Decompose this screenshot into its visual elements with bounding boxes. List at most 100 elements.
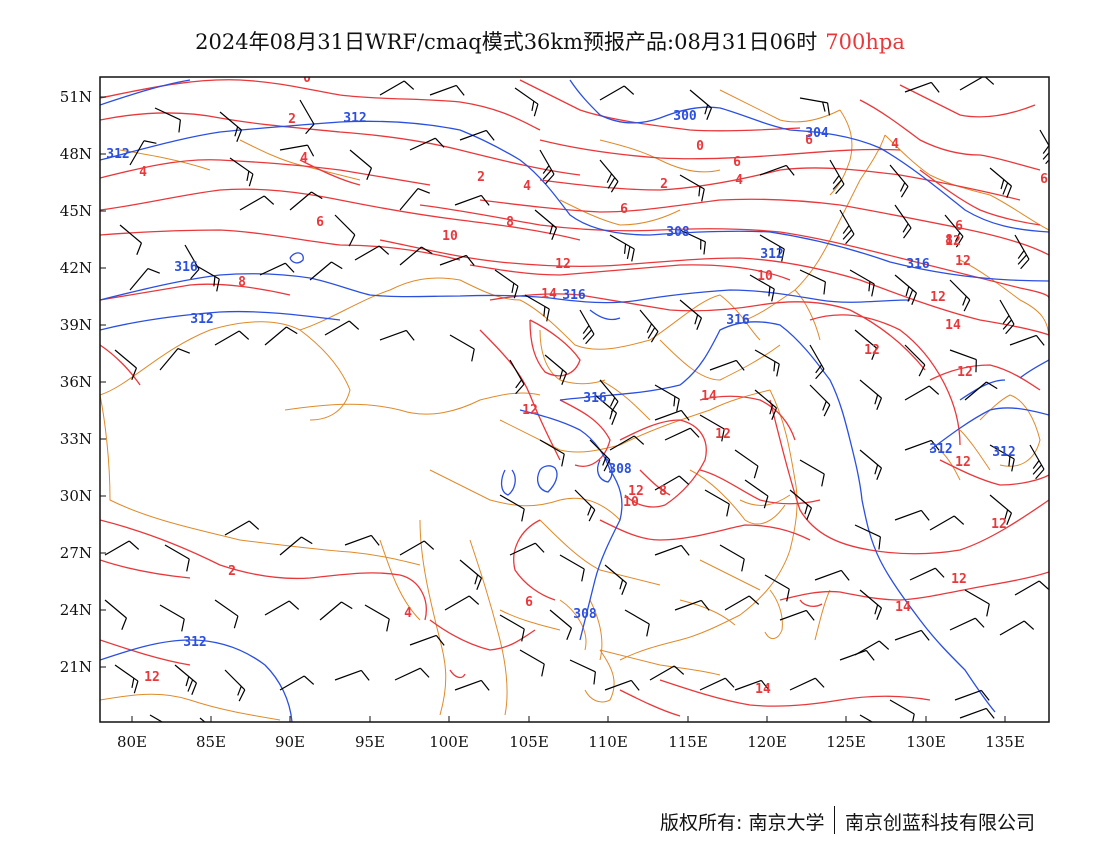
height-contour-label: 308 — [608, 462, 632, 477]
wind-barb — [679, 299, 703, 330]
temperature-contour-label: 4 — [523, 179, 531, 194]
border-line — [794, 289, 821, 341]
wind-barb — [174, 664, 198, 695]
wind-barb — [214, 599, 239, 629]
temperature-contour-label: 2 — [288, 112, 296, 127]
wind-barb — [559, 554, 585, 582]
temperature-contour-label: 6 — [1040, 172, 1048, 187]
copyright-text: 版权所有: 南京大学 — [660, 812, 825, 834]
wind-barb — [309, 261, 343, 281]
wind-barb — [279, 675, 315, 691]
height-contour — [100, 310, 341, 331]
wind-barb — [159, 347, 190, 371]
wind-barb — [859, 379, 883, 410]
wind-barb — [949, 349, 977, 373]
temperature-contour-label: 2 — [660, 177, 668, 192]
lat-label: 45N — [60, 202, 92, 220]
wind-barb — [859, 449, 883, 480]
height-contour-label: 312 — [992, 445, 1015, 460]
border-line — [100, 277, 761, 396]
temperature-contour-label: 6 — [620, 202, 628, 217]
height-contour-layer — [100, 79, 1049, 722]
wind-barb — [859, 714, 874, 722]
wind-barb — [849, 269, 875, 297]
border-line — [814, 589, 831, 641]
border-line — [679, 599, 736, 626]
temperature-contour — [100, 639, 191, 666]
wind-barb — [579, 309, 595, 345]
height-contour-label: 316 — [726, 313, 750, 328]
temperature-contour — [419, 204, 1049, 299]
temperature-contour — [769, 399, 1049, 555]
wind-barb — [799, 269, 826, 295]
lon-label: 85E — [196, 733, 226, 751]
height-contour-label: 308 — [666, 225, 690, 240]
height-contour-label: 300 — [673, 109, 697, 124]
lon-label: 130E — [906, 733, 946, 751]
wind-barb — [1039, 129, 1049, 165]
wind-barb — [889, 699, 915, 722]
height-contour — [559, 321, 996, 713]
temperature-contour-label: 14 — [755, 682, 771, 697]
height-contour — [569, 79, 1049, 233]
wind-barb — [689, 89, 713, 120]
temperature-contour — [899, 84, 1036, 118]
border-line — [379, 539, 421, 621]
contour-label-layer: 312 312 300 304 308 312 316 316 312 316 316 316 308 3… — [106, 77, 1048, 697]
wind-barb — [334, 669, 370, 681]
temperature-contour-label: 14 — [895, 600, 911, 615]
border-line — [584, 649, 615, 703]
wind-barb — [154, 107, 181, 133]
wind-barb — [439, 254, 475, 266]
wind-barb — [494, 269, 519, 299]
temperature-contour-label: 10 — [623, 495, 639, 510]
temperature-contour-label: 14 — [945, 318, 961, 333]
wind-barb — [264, 326, 298, 346]
wind-barb — [779, 609, 815, 621]
border-line — [739, 494, 791, 506]
temperature-contour — [489, 293, 926, 371]
wind-barb — [724, 595, 760, 611]
wind-barb — [499, 614, 525, 642]
wind-barb — [399, 187, 430, 211]
temperature-contour-label: 12 — [991, 517, 1007, 532]
wind-barb — [299, 99, 315, 135]
temperature-contour — [469, 264, 791, 281]
wind-barb — [499, 494, 525, 522]
wind-barb — [904, 81, 940, 93]
wind-barb — [199, 717, 206, 722]
wind-barb — [399, 540, 435, 556]
lat-label: 33N — [60, 430, 92, 448]
lon-label: 105E — [509, 733, 549, 751]
wind-barb-layer — [104, 77, 1049, 722]
lon-label: 80E — [117, 733, 147, 751]
wind-barb — [719, 544, 745, 572]
wind-barb — [744, 479, 769, 509]
wind-barb — [534, 209, 558, 240]
lon-label: 120E — [747, 733, 787, 751]
temperature-contour — [100, 188, 581, 241]
wind-barb — [759, 164, 795, 176]
height-contour-label: 316 — [583, 391, 607, 406]
lon-label: 100E — [429, 733, 469, 751]
wind-barb — [229, 157, 254, 187]
wind-barb — [604, 679, 640, 691]
border-line — [119, 149, 211, 171]
lat-label: 24N — [60, 601, 92, 619]
wind-barb — [959, 707, 995, 719]
temperature-contour — [639, 469, 671, 496]
border-line — [689, 469, 786, 525]
height-contour-label: 312 — [190, 312, 213, 327]
wind-barb — [379, 329, 415, 341]
wind-barb — [904, 385, 940, 401]
border-line — [559, 599, 587, 651]
height-contour — [100, 79, 191, 106]
pressure-level-label: 700hpa — [825, 30, 905, 54]
temperature-contour-label: 8 — [659, 484, 667, 499]
border-line — [699, 559, 761, 591]
company-text: 南京创蓝科技有限公司 — [845, 812, 1036, 834]
border-line — [959, 259, 1049, 341]
border-line — [619, 389, 798, 661]
wind-barb — [594, 394, 618, 425]
wind-barb — [854, 524, 881, 550]
